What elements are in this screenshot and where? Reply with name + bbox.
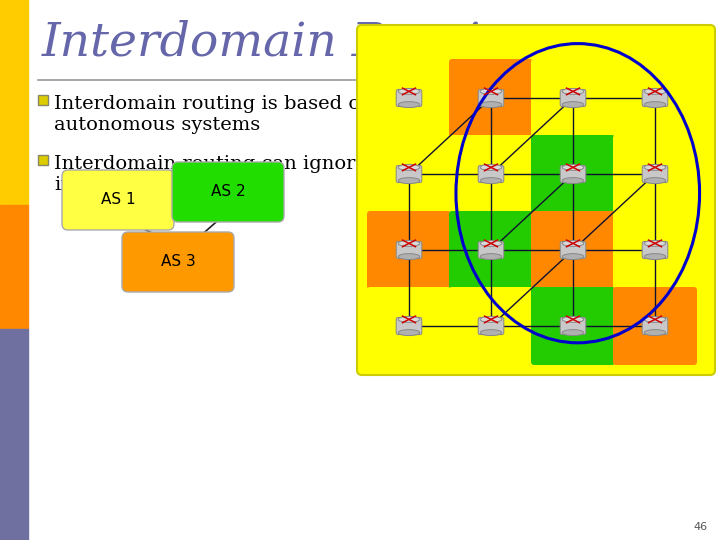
Text: AS 2: AS 2: [211, 185, 246, 199]
Bar: [0, 329, 28, 540]
FancyBboxPatch shape: [357, 25, 715, 375]
Ellipse shape: [398, 102, 420, 107]
FancyBboxPatch shape: [449, 287, 533, 365]
Ellipse shape: [398, 316, 420, 322]
Text: AS 1: AS 1: [101, 192, 135, 207]
Ellipse shape: [398, 329, 420, 335]
FancyBboxPatch shape: [367, 211, 451, 289]
Ellipse shape: [644, 254, 666, 260]
Bar: [38, 95, 48, 105]
FancyBboxPatch shape: [531, 59, 615, 137]
FancyBboxPatch shape: [449, 59, 533, 137]
Ellipse shape: [644, 89, 666, 94]
Text: Interdomain routing is based on connectivity between
autonomous systems: Interdomain routing is based on connecti…: [54, 95, 590, 134]
Ellipse shape: [562, 164, 584, 171]
FancyBboxPatch shape: [531, 287, 615, 365]
FancyBboxPatch shape: [122, 232, 234, 292]
Text: AS 3: AS 3: [161, 254, 195, 269]
Ellipse shape: [398, 240, 420, 246]
FancyBboxPatch shape: [449, 135, 533, 213]
Ellipse shape: [562, 254, 584, 260]
Ellipse shape: [480, 164, 502, 171]
FancyBboxPatch shape: [172, 162, 284, 222]
Ellipse shape: [398, 89, 420, 94]
Ellipse shape: [562, 102, 584, 107]
Ellipse shape: [562, 316, 584, 322]
Bar: [0, 0, 28, 205]
FancyBboxPatch shape: [560, 241, 586, 259]
FancyBboxPatch shape: [62, 170, 174, 230]
Ellipse shape: [562, 240, 584, 246]
Ellipse shape: [644, 316, 666, 322]
FancyBboxPatch shape: [613, 59, 697, 137]
FancyBboxPatch shape: [613, 287, 697, 365]
Ellipse shape: [480, 329, 502, 335]
FancyBboxPatch shape: [396, 90, 422, 106]
Ellipse shape: [644, 102, 666, 107]
Ellipse shape: [644, 164, 666, 171]
Ellipse shape: [480, 178, 502, 184]
FancyBboxPatch shape: [478, 90, 504, 106]
FancyBboxPatch shape: [560, 318, 586, 335]
Ellipse shape: [562, 89, 584, 94]
Ellipse shape: [644, 178, 666, 184]
Ellipse shape: [644, 329, 666, 335]
Ellipse shape: [480, 89, 502, 94]
FancyBboxPatch shape: [396, 165, 422, 183]
Text: Interdomain routing can ignore many details of router
interconnection: Interdomain routing can ignore many deta…: [54, 155, 593, 194]
Ellipse shape: [398, 254, 420, 260]
Ellipse shape: [562, 329, 584, 335]
FancyBboxPatch shape: [642, 165, 668, 183]
FancyBboxPatch shape: [531, 135, 615, 213]
FancyBboxPatch shape: [531, 211, 615, 289]
Ellipse shape: [480, 102, 502, 107]
FancyBboxPatch shape: [613, 211, 697, 289]
Bar: [0, 205, 28, 329]
Bar: [38, 155, 48, 165]
FancyBboxPatch shape: [367, 135, 451, 213]
FancyBboxPatch shape: [642, 241, 668, 259]
FancyBboxPatch shape: [642, 318, 668, 335]
FancyBboxPatch shape: [478, 165, 504, 183]
FancyBboxPatch shape: [478, 318, 504, 335]
FancyBboxPatch shape: [367, 287, 451, 365]
Ellipse shape: [398, 178, 420, 184]
Ellipse shape: [562, 178, 584, 184]
FancyBboxPatch shape: [642, 90, 668, 106]
FancyBboxPatch shape: [449, 211, 533, 289]
Text: 46: 46: [694, 522, 708, 532]
Ellipse shape: [480, 316, 502, 322]
Ellipse shape: [480, 254, 502, 260]
FancyBboxPatch shape: [560, 90, 586, 106]
FancyBboxPatch shape: [396, 318, 422, 335]
Ellipse shape: [644, 240, 666, 246]
FancyBboxPatch shape: [560, 165, 586, 183]
Text: Interdomain Routing: Interdomain Routing: [42, 20, 542, 66]
FancyBboxPatch shape: [613, 135, 697, 213]
FancyBboxPatch shape: [396, 241, 422, 259]
FancyBboxPatch shape: [478, 241, 504, 259]
FancyBboxPatch shape: [367, 59, 451, 137]
Ellipse shape: [398, 164, 420, 171]
Ellipse shape: [480, 240, 502, 246]
